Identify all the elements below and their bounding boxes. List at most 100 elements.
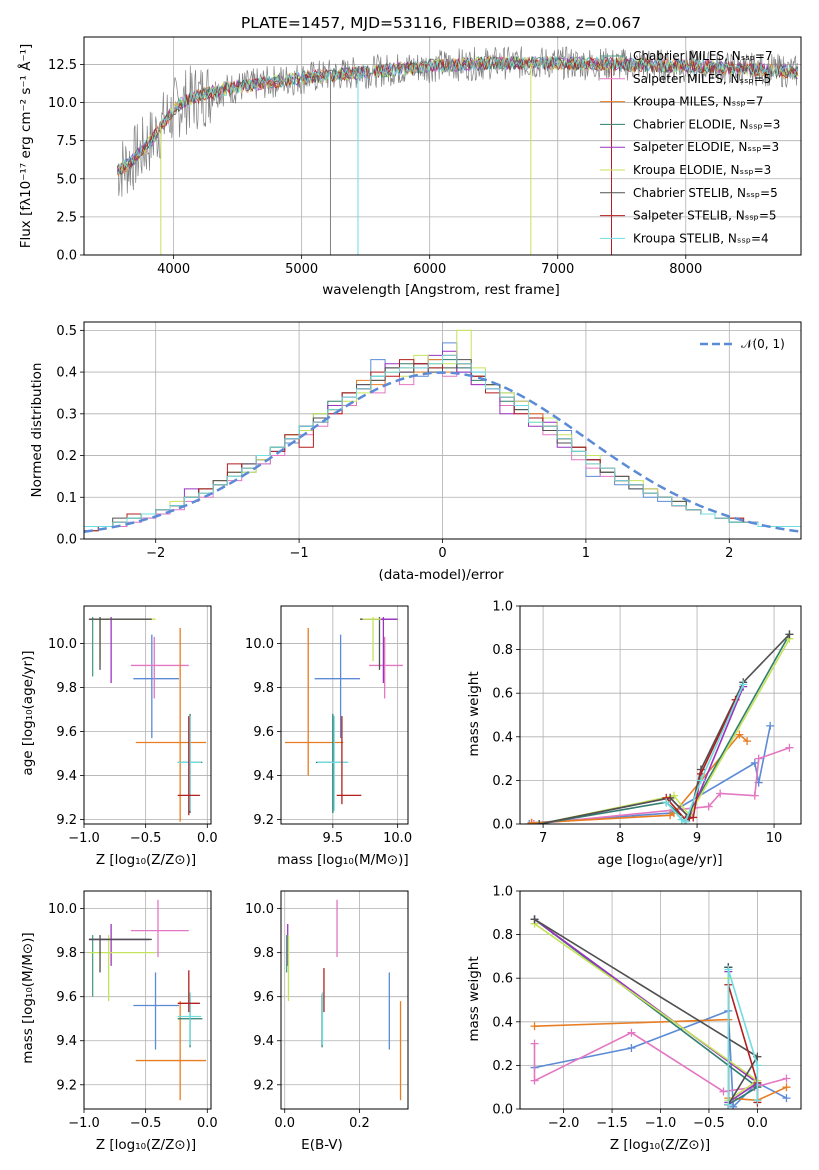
y-tick-label: 9.2 <box>56 1078 77 1093</box>
weight-marker <box>627 1043 636 1052</box>
x-tick-label: 8 <box>616 831 624 846</box>
weight-marker <box>782 1094 791 1103</box>
weight-marker <box>753 1061 762 1070</box>
errorbar-point <box>133 634 179 739</box>
weight-marker <box>530 1022 539 1031</box>
y-tick-label: 0.0 <box>492 818 513 833</box>
weight-marker <box>627 1028 636 1037</box>
x-tick-label: 0.2 <box>349 1116 370 1131</box>
ticks: 4000 5000 6000 7000 8000 0.0 2.5 5.0 7.5 10.0 12.5 <box>48 58 702 277</box>
errorbar-point <box>135 1001 207 1101</box>
ebv-vs-mass-panel: E(B-V) 0.0 0.2 9.2 9.4 9.6 9.8 10.0 <box>245 890 409 1153</box>
y-tick-label: 2.5 <box>56 210 77 225</box>
y-tick-label: 10.0 <box>245 902 274 917</box>
x-tick-label: −2 <box>146 546 165 561</box>
residual-x-label: (data-model)/error <box>378 567 504 583</box>
weight-marker <box>782 1074 791 1083</box>
weight-marker <box>753 1096 762 1105</box>
p7-y-label: mass weight <box>466 956 482 1041</box>
y-tick-label: 9.2 <box>253 813 274 828</box>
y-tick-label: 9.6 <box>56 725 77 740</box>
legend-label: Salpeter ELODIE, Nₛₛₚ=3 <box>633 140 779 154</box>
legend-label: Chabrier MILES, Nₛₛₚ=7 <box>633 49 773 63</box>
weight-marker <box>696 776 705 785</box>
y-tick-label: 7.5 <box>56 134 77 149</box>
legend-label: Chabrier STELIB, Nₛₛₚ=5 <box>633 186 778 200</box>
errorbar-point <box>336 716 362 805</box>
weight-marker <box>735 730 744 739</box>
y-tick-label: 0.0 <box>56 249 77 264</box>
x-tick-label: 10.0 <box>383 831 412 846</box>
errorbar-point <box>88 617 150 677</box>
weight-line <box>533 1031 787 1093</box>
spectrum-x-label: wavelength [Angstrom, rest frame] <box>322 282 560 298</box>
p6-x-label: E(B-V) <box>301 1137 343 1153</box>
plot-frame <box>519 605 802 825</box>
weight-line <box>531 746 790 824</box>
weight-marker <box>681 817 690 824</box>
errorbar-point <box>317 716 349 811</box>
observed-spectrum <box>116 46 798 197</box>
x-tick-label: −0.5 <box>130 1116 162 1131</box>
errorbars <box>88 617 207 822</box>
weight-marker <box>530 1039 539 1048</box>
y-tick-label: 0.3 <box>56 407 77 422</box>
legend-label: Salpeter STELIB, Nₛₛₚ=5 <box>633 209 777 223</box>
spectrum-title: PLATE=1457, MJD=53116, FIBERID=0388, z=0… <box>241 14 641 32</box>
residual-y-label: Normed distribution <box>29 363 45 498</box>
y-tick-label: 0.5 <box>56 324 77 339</box>
ticks: −1.0 −0.5 0.0 9.2 9.4 9.6 9.8 10.0 <box>48 902 218 1131</box>
histogram-lines <box>84 329 801 533</box>
weight-marker <box>766 721 775 730</box>
x-tick-label: 9.5 <box>322 831 343 846</box>
y-tick-label: 0.6 <box>492 972 513 987</box>
age-vs-weight-panel: age [log₁₀(age/yr)] mass weight 7 8 9 10 0.0… <box>466 600 802 868</box>
errorbar-point <box>135 628 207 822</box>
x-tick-label: 0.0 <box>747 1116 768 1131</box>
plot-frame <box>280 605 409 825</box>
plot-frame <box>280 890 409 1110</box>
errorbar-point <box>88 935 150 997</box>
grid <box>520 890 801 1110</box>
errorbar-point <box>314 634 361 739</box>
model-spectrum <box>117 55 799 174</box>
plot-frame <box>83 605 212 825</box>
errorbar-point <box>133 972 179 1050</box>
ticks: 0.0 0.2 9.2 9.4 9.6 9.8 10.0 <box>245 902 370 1131</box>
y-tick-label: 0.0 <box>56 533 77 548</box>
ticks: 7 8 9 10 0.0 0.2 0.4 0.6 0.8 1.0 <box>492 600 782 847</box>
spectrum-lines <box>116 46 799 255</box>
x-tick-label: 7000 <box>541 262 574 277</box>
errorbar-point <box>88 935 152 973</box>
weight-marker <box>525 820 534 824</box>
x-tick-label: 4000 <box>157 262 190 277</box>
weight-marker <box>724 965 733 974</box>
y-tick-label: 10.0 <box>48 902 77 917</box>
y-tick-label: 12.5 <box>48 58 77 73</box>
x-tick-label: 5000 <box>285 262 318 277</box>
y-tick-label: 1.0 <box>492 600 513 615</box>
weight-marker <box>530 915 539 924</box>
y-tick-label: 0.6 <box>492 687 513 702</box>
weight-marker <box>724 1100 733 1109</box>
y-tick-label: 10.0 <box>48 96 77 111</box>
z-vs-weight-panel: Z [log₁₀(Z/Z⊙)] mass weight −2.0 −1.5 −1.0… <box>466 885 802 1153</box>
y-tick-label: 9.8 <box>56 681 77 696</box>
y-tick-label: 0.2 <box>492 1059 513 1074</box>
y-tick-label: 0.1 <box>56 491 77 506</box>
ticks: −2.0 −1.5 −1.0 −0.5 0.0 0.0 0.2 0.4 0.6 0.8 1.0 <box>492 885 767 1132</box>
weight-line <box>539 633 791 824</box>
weight-marker <box>527 818 536 824</box>
errorbar-point <box>369 636 403 699</box>
y-tick-label: 9.8 <box>253 681 274 696</box>
legend-label: Kroupa ELODIE, Nₛₛₚ=3 <box>633 163 771 177</box>
x-tick-label: 2 <box>725 546 733 561</box>
errorbar-point <box>177 970 200 1013</box>
ticks: −2 −1 0 1 2 0.0 0.1 0.2 0.3 0.4 0.5 <box>56 324 733 561</box>
grid <box>281 606 408 824</box>
p4-y-label: mass weight <box>466 671 482 756</box>
x-tick-label: 0.0 <box>197 1116 218 1131</box>
x-tick-label: 10 <box>766 831 783 846</box>
p7-x-label: Z [log₁₀(Z/Z⊙)] <box>610 1137 710 1153</box>
